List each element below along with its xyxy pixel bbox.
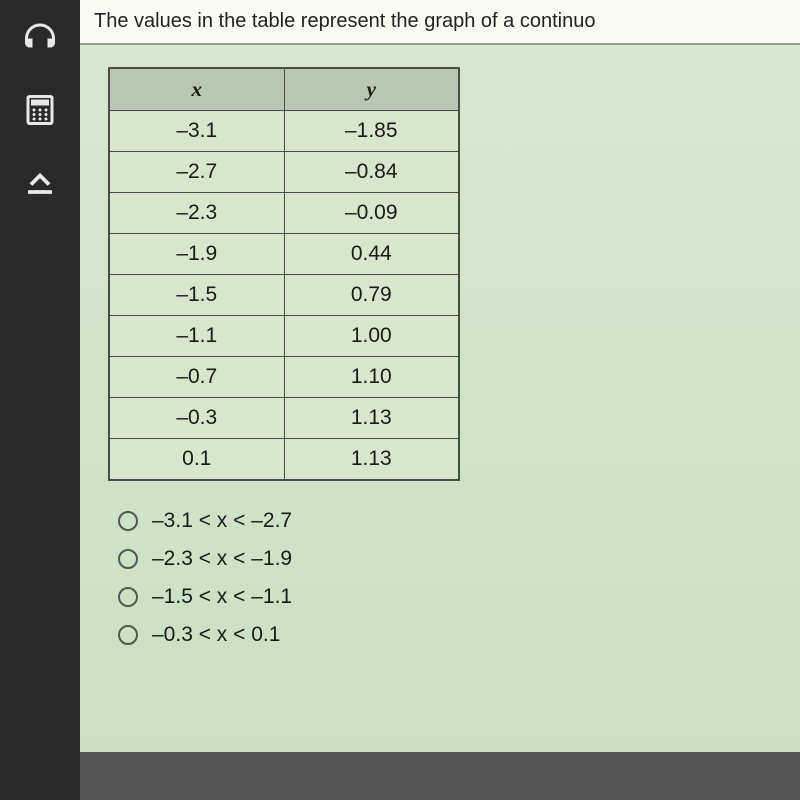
option-b[interactable]: –2.3 < x < –1.9 xyxy=(118,547,772,571)
tool-sidebar xyxy=(0,0,80,800)
col-header-x: x xyxy=(109,68,284,111)
option-c[interactable]: –1.5 < x < –1.1 xyxy=(118,585,772,609)
table-row: –2.3–0.09 xyxy=(109,193,459,234)
option-label: –2.3 < x < –1.9 xyxy=(152,547,292,571)
main-content: The values in the table represent the gr… xyxy=(80,0,800,800)
xy-data-table: x y –3.1–1.85 –2.7–0.84 –2.3–0.09 –1.90.… xyxy=(108,67,460,481)
table-row: –0.71.10 xyxy=(109,357,459,398)
option-label: –0.3 < x < 0.1 xyxy=(152,623,280,647)
table-row: 0.11.13 xyxy=(109,439,459,481)
content-area: x y –3.1–1.85 –2.7–0.84 –2.3–0.09 –1.90.… xyxy=(80,45,800,765)
calculator-icon[interactable] xyxy=(20,90,60,130)
bottom-bar xyxy=(80,752,800,800)
table-row: –3.1–1.85 xyxy=(109,111,459,152)
option-label: –1.5 < x < –1.1 xyxy=(152,585,292,609)
table-row: –1.90.44 xyxy=(109,234,459,275)
radio-icon xyxy=(118,511,138,531)
table-row: –0.31.13 xyxy=(109,398,459,439)
table-row: –1.11.00 xyxy=(109,316,459,357)
option-label: –3.1 < x < –2.7 xyxy=(152,509,292,533)
radio-icon xyxy=(118,625,138,645)
collapse-icon[interactable] xyxy=(20,160,60,200)
col-header-y: y xyxy=(284,68,459,111)
table-row: –2.7–0.84 xyxy=(109,152,459,193)
radio-icon xyxy=(118,549,138,569)
answer-options: –3.1 < x < –2.7 –2.3 < x < –1.9 –1.5 < x… xyxy=(118,509,772,647)
headphones-icon[interactable] xyxy=(20,20,60,60)
table-row: –1.50.79 xyxy=(109,275,459,316)
question-text: The values in the table represent the gr… xyxy=(80,0,800,45)
radio-icon xyxy=(118,587,138,607)
option-a[interactable]: –3.1 < x < –2.7 xyxy=(118,509,772,533)
option-d[interactable]: –0.3 < x < 0.1 xyxy=(118,623,772,647)
